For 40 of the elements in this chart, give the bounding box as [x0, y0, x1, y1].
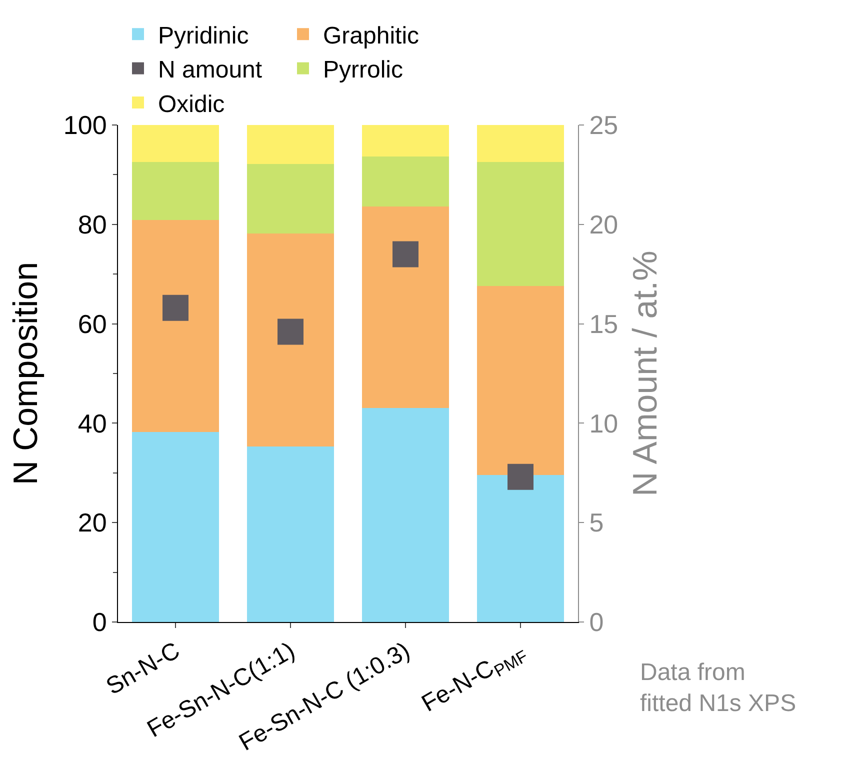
- y2-tick-label: 15: [589, 308, 618, 339]
- legend-label: Pyrrolic: [323, 56, 404, 84]
- bar: [476, 474, 564, 622]
- y-tick-label: 20: [78, 508, 107, 538]
- y2-tick-label: 5: [589, 508, 604, 538]
- point: [392, 241, 418, 268]
- point: [278, 318, 304, 345]
- bar: [362, 408, 450, 622]
- text: Data from fitted N1s XPS: [640, 659, 796, 718]
- bar: [132, 125, 220, 162]
- y2-tick-label: 10: [589, 408, 618, 438]
- bar: [476, 286, 564, 475]
- bar: [132, 220, 220, 432]
- y-axis-title: N Composition: [7, 262, 46, 485]
- y2-axis-title: N Amount / at.%: [626, 250, 664, 496]
- bar: [132, 432, 220, 622]
- bar: [132, 162, 220, 220]
- bar: [362, 125, 450, 156]
- y-tick-label: 0: [92, 607, 107, 638]
- y-tick-label: 60: [78, 308, 107, 339]
- bar: [362, 206, 450, 408]
- point: [162, 294, 188, 321]
- point: [508, 464, 534, 490]
- bar: [246, 446, 334, 622]
- legend-label: Oxidic: [158, 90, 225, 118]
- bar: [246, 125, 334, 164]
- y2-tick-label: 0: [589, 607, 604, 638]
- bar: [362, 156, 450, 207]
- bar: [476, 125, 564, 162]
- legend-label: Pyridinic: [158, 22, 249, 50]
- legend-label: N amount: [158, 56, 262, 84]
- y-tick-label: 80: [78, 210, 107, 240]
- bar: [246, 233, 334, 447]
- y2-tick-label: 20: [589, 210, 618, 240]
- y-tick-label: 40: [78, 408, 107, 438]
- y2-tick-label: 25: [589, 110, 618, 140]
- bar: [246, 164, 334, 234]
- bar: [476, 162, 564, 286]
- legend-label: Graphitic: [323, 22, 420, 50]
- y-tick-label: 100: [63, 110, 107, 140]
